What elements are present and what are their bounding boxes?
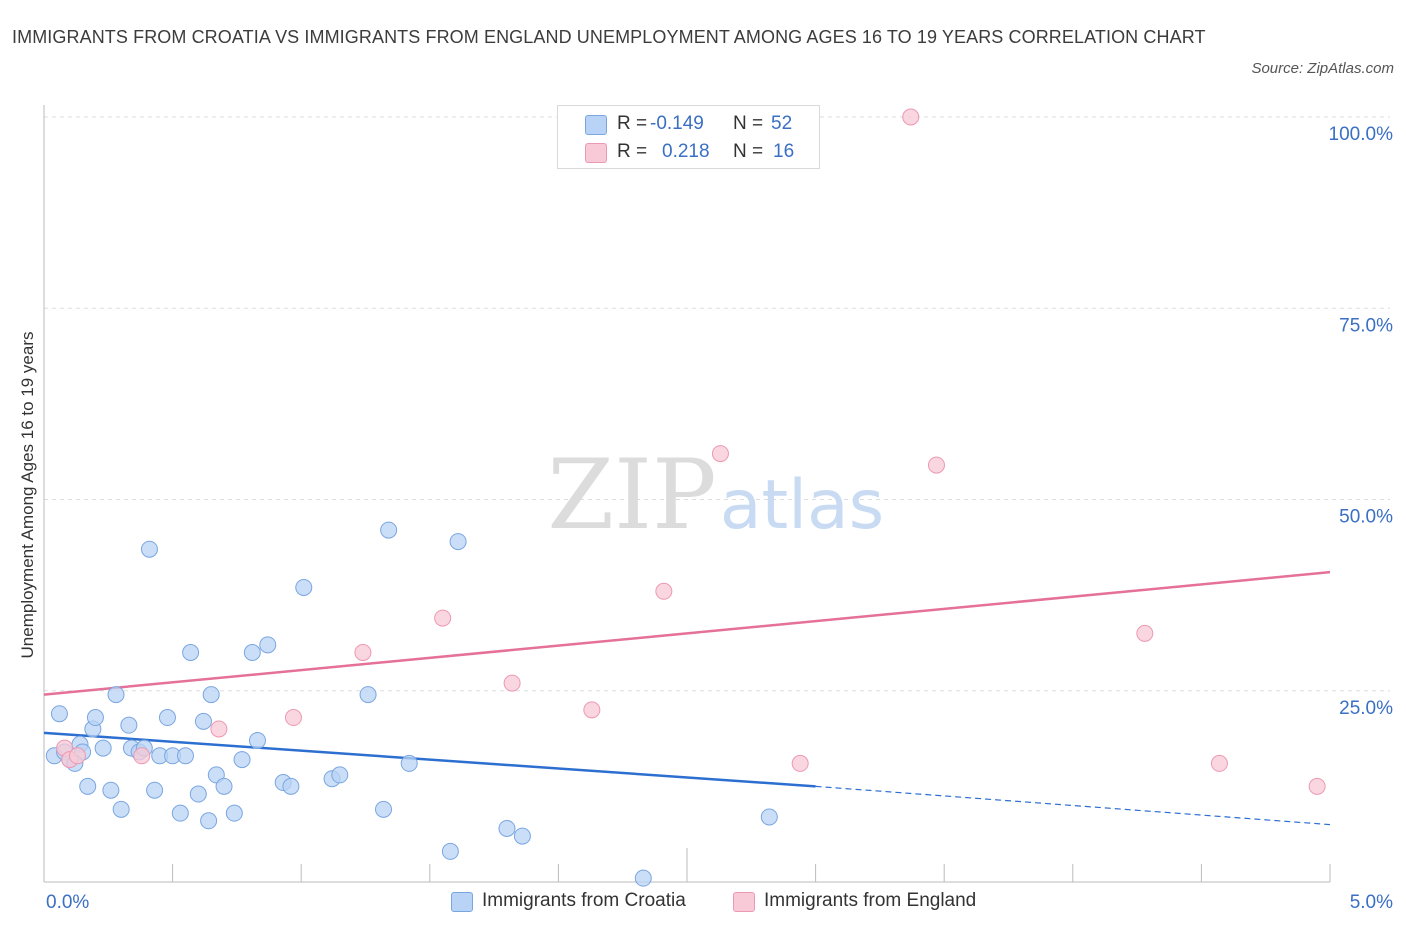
england-point bbox=[1308, 777, 1326, 795]
croatia-trend-line bbox=[43, 731, 816, 788]
tick-labels: 25.0% 50.0% 75.0% 100.0% 0.0% 5.0% bbox=[46, 124, 1393, 913]
croatia-point bbox=[375, 800, 393, 818]
england-point bbox=[503, 674, 521, 692]
x-tick-label: 5.0% bbox=[1350, 892, 1393, 913]
croatia-point bbox=[441, 842, 459, 860]
croatia-point bbox=[295, 578, 313, 596]
croatia-point bbox=[189, 785, 207, 803]
y-tick-label: 50.0% bbox=[1339, 507, 1393, 528]
n-value: 16 bbox=[773, 141, 795, 162]
croatia-trend-extension bbox=[815, 785, 1331, 826]
chart-title: IMMIGRANTS FROM CROATIA VS IMMIGRANTS FR… bbox=[12, 27, 1206, 47]
england-point bbox=[902, 108, 920, 126]
england-point bbox=[1136, 624, 1154, 642]
x-tick-label: 0.0% bbox=[46, 892, 89, 913]
croatia-point bbox=[282, 777, 300, 795]
y-axis-title: Unemployment Among Ages 16 to 19 years bbox=[18, 331, 37, 659]
croatia-swatch bbox=[451, 892, 473, 912]
croatia-point bbox=[176, 747, 194, 765]
croatia-point bbox=[400, 754, 418, 772]
croatia-point bbox=[50, 705, 68, 723]
england-point bbox=[655, 582, 673, 600]
croatia-point bbox=[200, 812, 218, 830]
england-trend-line bbox=[43, 570, 1331, 696]
y-tick-label: 100.0% bbox=[1329, 124, 1394, 145]
source-label: Source: ZipAtlas.com bbox=[1251, 60, 1394, 77]
croatia-point bbox=[146, 781, 164, 799]
england-swatch bbox=[585, 143, 607, 163]
trend-layer bbox=[43, 570, 1331, 826]
england-point bbox=[583, 701, 601, 719]
croatia-point bbox=[158, 709, 176, 727]
england-point bbox=[133, 747, 151, 765]
england-point bbox=[434, 609, 452, 627]
n-label: N = bbox=[733, 141, 764, 162]
england-swatch bbox=[733, 892, 755, 912]
england-point bbox=[791, 754, 809, 772]
croatia-point bbox=[79, 777, 97, 795]
croatia-point bbox=[359, 686, 377, 704]
england-point bbox=[68, 747, 86, 765]
croatia-point bbox=[248, 731, 266, 749]
correlation-legend: R = -0.149 N = 52 R = 0.218 N = 16 bbox=[557, 105, 820, 169]
r-value: -0.149 bbox=[650, 113, 704, 134]
croatia-point bbox=[243, 644, 261, 661]
croatia-point bbox=[331, 766, 349, 784]
croatia-point bbox=[513, 827, 531, 845]
croatia-point bbox=[120, 716, 138, 734]
croatia-point bbox=[112, 800, 130, 818]
croatia-point bbox=[233, 751, 251, 769]
croatia-point bbox=[202, 686, 220, 704]
croatia-point bbox=[380, 521, 398, 539]
points-layer bbox=[45, 108, 1326, 887]
axis-layer bbox=[43, 105, 1331, 883]
england-point bbox=[711, 445, 729, 463]
n-label: N = bbox=[733, 113, 764, 134]
r-label: R = bbox=[617, 141, 648, 162]
n-value: 52 bbox=[771, 113, 793, 134]
england-point bbox=[354, 644, 372, 661]
legend-label: Immigrants from Croatia bbox=[482, 890, 686, 911]
croatia-point bbox=[171, 804, 189, 822]
england-point bbox=[927, 456, 945, 474]
r-label: R = bbox=[617, 113, 648, 134]
croatia-point bbox=[194, 712, 212, 730]
watermark-atlas: atlas bbox=[720, 466, 884, 545]
croatia-point bbox=[94, 739, 112, 757]
croatia-point bbox=[498, 819, 516, 837]
grid-layer bbox=[44, 116, 1390, 692]
watermark: ZIP atlas bbox=[547, 439, 884, 551]
croatia-point bbox=[259, 636, 277, 654]
croatia-point bbox=[86, 709, 104, 727]
england-point bbox=[1210, 754, 1228, 772]
croatia-point bbox=[140, 540, 158, 558]
croatia-point bbox=[102, 781, 120, 799]
y-tick-label: 75.0% bbox=[1339, 315, 1393, 336]
legend-row-croatia: R = -0.149 N = 52 bbox=[558, 111, 819, 137]
england-point bbox=[210, 720, 228, 738]
legend-row-england: R = 0.218 N = 16 bbox=[558, 139, 819, 165]
croatia-point bbox=[107, 686, 125, 704]
croatia-point bbox=[182, 644, 200, 661]
croatia-point bbox=[634, 869, 652, 887]
r-value: 0.218 bbox=[662, 141, 710, 162]
england-point bbox=[284, 709, 302, 727]
croatia-point bbox=[760, 808, 778, 826]
y-tick-label: 25.0% bbox=[1339, 698, 1393, 719]
legend-label: Immigrants from England bbox=[764, 890, 977, 911]
croatia-point bbox=[215, 777, 233, 795]
croatia-point bbox=[225, 804, 243, 822]
watermark-zip: ZIP bbox=[547, 439, 716, 551]
croatia-point bbox=[449, 533, 467, 551]
croatia-swatch bbox=[585, 115, 607, 135]
